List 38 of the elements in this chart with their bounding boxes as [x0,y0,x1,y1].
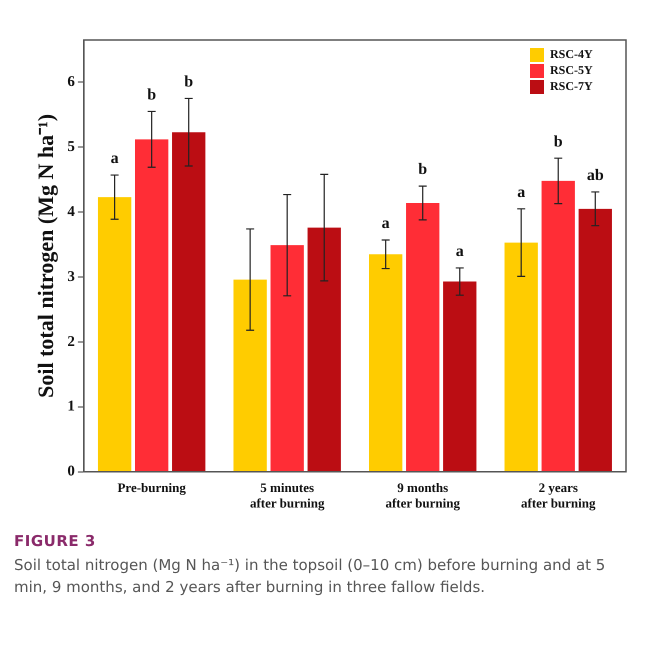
x-tick-label: 5 minutes after burning [250,480,325,511]
data-label: a [382,215,390,232]
data-label: a [110,150,119,168]
x-tick-label: Pre-burning [117,480,186,495]
bar [270,245,304,472]
data-label: ab [586,167,604,184]
bar [443,282,476,472]
bar [98,197,132,472]
bar [578,208,612,472]
legend-label: RSC-4Y [550,47,593,62]
bar [308,228,341,472]
data-label: a [517,184,526,201]
bar [504,242,538,472]
bar [134,139,168,472]
bar [369,254,402,472]
legend-label: RSC-5Y [550,63,593,78]
data-label: b [147,86,156,104]
y-tick-label: 3 [67,268,75,285]
y-tick-label: 6 [67,74,76,90]
y-tick-label: 1 [67,398,75,415]
y-axis-title: Soil total nitrogen (Mg N ha⁻¹) [32,114,58,398]
legend-label: RSC-7Y [550,79,593,94]
bar [233,280,267,472]
y-tick-label: 5 [67,139,75,156]
y-tick-label: 4 [67,204,76,220]
bar [406,202,440,472]
x-tick-label: 9 months after burning [385,480,460,511]
y-tick-label: 2 [67,334,75,350]
data-label: b [554,133,563,150]
x-tick-label: 2 years after burning [520,480,596,511]
bar [542,180,575,472]
data-label: b [184,74,194,91]
data-label: b [418,161,428,178]
y-tick-label: 0 [67,464,75,480]
bar [172,132,206,472]
text: Soil total nitrogen (Mg N ha⁻¹) in the topsoil (0–10 cm) before burning and at 5 min, 9 months, and 2 years after burning in three fallow fields. [14,554,606,598]
data-label: a [456,243,464,260]
caption: FIGURE 3 [14,531,97,552]
